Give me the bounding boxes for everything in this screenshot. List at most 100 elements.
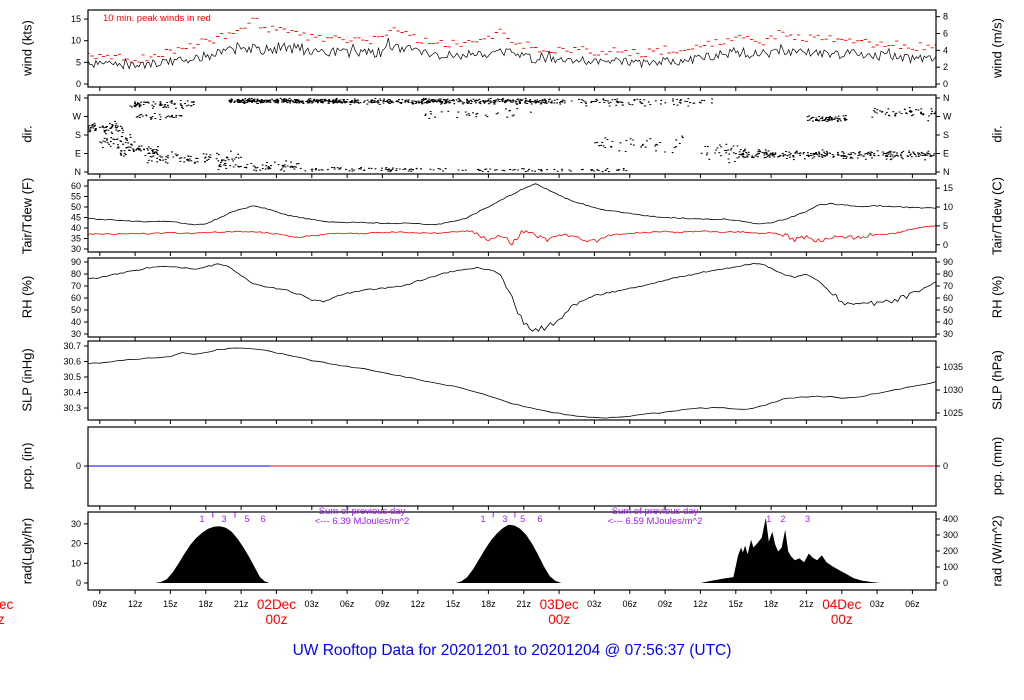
- svg-text:N: N: [75, 167, 82, 177]
- svg-text:06z: 06z: [340, 599, 355, 609]
- svg-text:300: 300: [943, 530, 958, 540]
- ylabel-tair-left: Tair/Tdew (F): [19, 177, 35, 255]
- svg-text:30.3: 30.3: [63, 403, 81, 413]
- svg-text:30.6: 30.6: [63, 357, 81, 367]
- svg-text:6: 6: [537, 514, 542, 524]
- svg-text:06z: 06z: [623, 599, 638, 609]
- svg-text:03z: 03z: [587, 599, 602, 609]
- panel-frame-wind: [87, 9, 937, 88]
- x-axis-date-label: 01Dec00z: [0, 597, 14, 627]
- svg-text:1030: 1030: [943, 385, 963, 395]
- svg-text:400: 400: [943, 514, 958, 524]
- svg-text:12z: 12z: [693, 599, 708, 609]
- svg-text:12z: 12z: [411, 599, 426, 609]
- svg-text:15z: 15z: [729, 599, 744, 609]
- peak-winds-note: 10 min. peak winds in red: [103, 13, 211, 24]
- ylabel-tair-right: Tair/Tdew (C): [989, 176, 1005, 256]
- svg-text:90: 90: [71, 257, 81, 267]
- day2_rad_lyhr: [455, 524, 562, 583]
- panel-series-rh: [88, 263, 936, 332]
- svg-text:0: 0: [943, 79, 948, 89]
- svg-text:3: 3: [221, 514, 226, 524]
- svg-text:0: 0: [76, 79, 81, 89]
- svg-text:200: 200: [943, 546, 958, 556]
- svg-text:21z: 21z: [799, 599, 814, 609]
- svg-text:100: 100: [943, 562, 958, 572]
- svg-text:4: 4: [943, 45, 948, 55]
- panel-frame-dir: [87, 94, 937, 175]
- rad-sum1-line2: <--- 6.39 MJoules/m^2: [314, 516, 410, 527]
- svg-text:35: 35: [71, 234, 81, 244]
- panel-frame-tair: [87, 179, 937, 253]
- svg-text:0: 0: [943, 461, 948, 471]
- svg-text:0: 0: [76, 461, 81, 471]
- ylabel-rh-right: RH (%): [989, 275, 1005, 319]
- svg-text:N: N: [943, 93, 950, 103]
- svg-text:50: 50: [71, 202, 81, 212]
- rad-sum2-line1: Sum of previous day: [611, 506, 699, 517]
- svg-text:30.7: 30.7: [63, 341, 81, 351]
- svg-text:W: W: [73, 112, 82, 122]
- svg-text:10: 10: [71, 36, 81, 46]
- panel-series-slp: [88, 347, 936, 419]
- svg-text:06z: 06z: [905, 599, 920, 609]
- svg-text:60: 60: [71, 293, 81, 303]
- x-axis-date-label: 03Dec 00z: [539, 597, 579, 627]
- svg-text:12z: 12z: [128, 599, 143, 609]
- svg-text:30.4: 30.4: [63, 388, 81, 398]
- ylabel-pcp-right: pcp. (mm): [989, 436, 1005, 496]
- svg-text:8: 8: [943, 12, 948, 22]
- ylabel-rh-left: RH (%): [19, 275, 35, 319]
- ylabel-slp-right: SLP (hPa): [989, 350, 1005, 410]
- svg-text:15: 15: [943, 183, 953, 193]
- svg-text:15z: 15z: [163, 599, 178, 609]
- day1_rad_lyhr: [155, 526, 270, 583]
- day3_rad_lyhr: [700, 518, 881, 583]
- x-ticks-dir: [99, 174, 913, 178]
- ylabel-wind-right: wind (m/s): [989, 18, 1005, 78]
- rad-sum-annotation-1: Sum of previous day <--- 6.39 MJoules/m^…: [287, 507, 437, 527]
- svg-text:30: 30: [71, 329, 81, 339]
- svg-text:50: 50: [943, 305, 953, 315]
- svg-text:5: 5: [76, 57, 81, 67]
- svg-text:E: E: [943, 149, 949, 159]
- svg-text:W: W: [943, 112, 952, 122]
- svg-text:3: 3: [502, 514, 507, 524]
- ylabel-rad-left: rad(Lgly/hr): [19, 517, 35, 585]
- svg-text:0: 0: [943, 240, 948, 250]
- svg-text:55: 55: [71, 192, 81, 202]
- svg-text:18z: 18z: [199, 599, 214, 609]
- svg-text:S: S: [943, 130, 949, 140]
- ylabel-slp-left: SLP (inHg): [19, 348, 35, 412]
- svg-text:03z: 03z: [870, 599, 885, 609]
- svg-text:6: 6: [260, 514, 265, 524]
- svg-text:30.5: 30.5: [63, 372, 81, 382]
- svg-text:40: 40: [71, 223, 81, 233]
- svg-text:1: 1: [480, 514, 485, 524]
- svg-text:1035: 1035: [943, 362, 963, 372]
- svg-text:09z: 09z: [93, 599, 108, 609]
- svg-text:50: 50: [71, 305, 81, 315]
- rad-sum2-line2: <--- 6.59 MJoules/m^2: [607, 516, 703, 527]
- x-ticks-wind: [99, 87, 913, 91]
- svg-text:40: 40: [71, 317, 81, 327]
- panel-series-tair: [88, 183, 936, 246]
- svg-text:20: 20: [71, 539, 81, 549]
- svg-text:40: 40: [943, 317, 953, 327]
- svg-text:09z: 09z: [375, 599, 390, 609]
- svg-text:15: 15: [71, 14, 81, 24]
- svg-text:5: 5: [520, 514, 525, 524]
- svg-text:0: 0: [76, 578, 81, 588]
- svg-text:10: 10: [71, 558, 81, 568]
- svg-text:80: 80: [71, 269, 81, 279]
- x-ticks-rad: [99, 590, 913, 594]
- svg-text:1: 1: [766, 514, 771, 524]
- svg-text:18z: 18z: [764, 599, 779, 609]
- ylabel-rad-right: rad (W/m^2): [989, 515, 1005, 587]
- svg-text:21z: 21z: [517, 599, 532, 609]
- x-axis-date-label: 02Dec 00z: [256, 597, 296, 627]
- svg-text:E: E: [75, 149, 81, 159]
- svg-text:45: 45: [71, 213, 81, 223]
- svg-text:1: 1: [199, 514, 204, 524]
